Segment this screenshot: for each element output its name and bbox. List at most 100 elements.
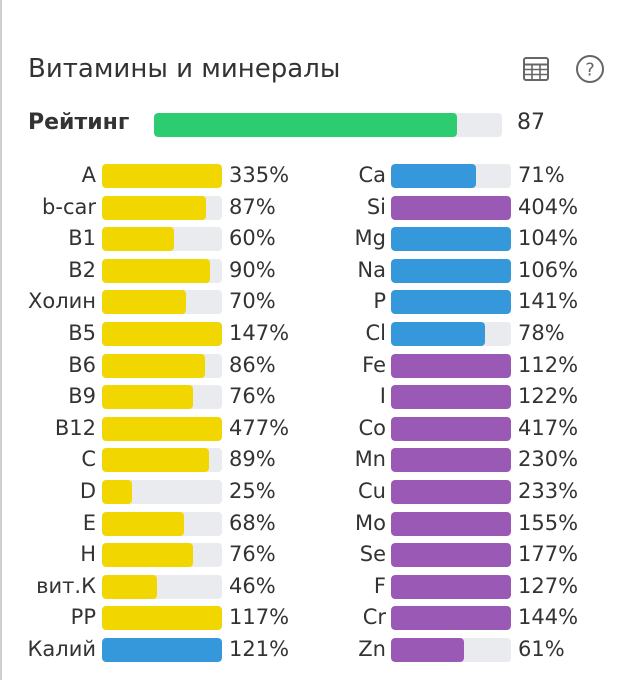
- rating-bar: [154, 113, 502, 137]
- nutrient-percent: 78%: [518, 321, 565, 345]
- nutrient-bar: [102, 258, 222, 283]
- nutrient-row: D 25%: [0, 478, 300, 506]
- nutrient-bar: [102, 480, 222, 504]
- nutrient-name: Fe: [362, 352, 386, 377]
- nutrient-percent: 76%: [229, 542, 276, 567]
- nutrient-bar: [391, 574, 511, 599]
- nutrient-bar: [102, 416, 222, 441]
- nutrient-row: B2 90%: [0, 257, 300, 285]
- nutrient-percent: 230%: [518, 447, 579, 472]
- nutrient-percent: 155%: [518, 510, 579, 535]
- nutrient-name: Zn: [358, 637, 386, 661]
- nutrient-bar-fill: [391, 416, 511, 441]
- nutrient-percent: 121%: [229, 637, 290, 661]
- nutrient-bar: [391, 258, 511, 283]
- rating-value: 87: [517, 110, 545, 135]
- nutrient-row: B6 86%: [0, 352, 300, 380]
- nutrient-name: E: [82, 510, 96, 535]
- nutrient-name: Na: [357, 257, 386, 282]
- nutrient-percent: 106%: [518, 257, 579, 282]
- nutrient-bar: [391, 606, 511, 631]
- nutrient-bar-fill: [391, 448, 511, 473]
- nutrient-row: Холин 70%: [0, 288, 300, 316]
- nutrient-bar: [391, 195, 511, 220]
- svg-text:?: ?: [585, 60, 595, 81]
- nutrient-bar: [102, 638, 222, 662]
- nutrient-percent: 122%: [518, 384, 579, 409]
- nutrient-bar-fill: [391, 543, 511, 568]
- nutrient-row: Mg 104%: [0, 225, 578, 253]
- nutrient-bar: [391, 543, 511, 568]
- nutrient-percent: 25%: [229, 479, 276, 503]
- nutrient-bar-fill: [102, 164, 222, 188]
- rating-label: Рейтинг: [28, 110, 130, 135]
- nutrient-row: Mn 230%: [0, 446, 578, 474]
- nutrient-name: F: [373, 573, 386, 598]
- nutrient-row: H 76%: [0, 541, 300, 569]
- nutrient-row: Co 417%: [0, 415, 578, 443]
- nutrient-bar: [391, 638, 511, 662]
- nutrient-bar-fill: [102, 543, 194, 568]
- nutrient-bar: [391, 322, 511, 346]
- nutrient-bar: [102, 511, 222, 536]
- nutrient-row: F 127%: [0, 573, 578, 601]
- nutrient-row: Se 177%: [0, 541, 578, 569]
- nutrient-bar: [102, 543, 222, 568]
- table-icon[interactable]: [519, 52, 553, 86]
- nutrient-bar-fill: [391, 195, 511, 220]
- nutrient-name: B12: [54, 415, 96, 440]
- nutrient-name: Cu: [358, 479, 386, 503]
- nutrient-name: Mg: [354, 226, 386, 251]
- nutrient-row: Na 106%: [0, 257, 578, 285]
- nutrient-name: B6: [68, 352, 96, 377]
- nutrient-bar-fill: [391, 511, 511, 536]
- nutrient-row: Cr 144%: [0, 604, 578, 632]
- nutrient-bar: [391, 227, 511, 252]
- nutrient-bar: [102, 606, 222, 631]
- nutrient-name: H: [80, 542, 96, 567]
- nutrient-bar-fill: [391, 164, 477, 188]
- nutrient-name: Калий: [27, 637, 97, 661]
- nutrient-row: I 122%: [0, 383, 578, 411]
- nutrient-bar: [391, 448, 511, 473]
- nutrient-row: E 68%: [0, 510, 300, 538]
- nutrient-row: Ca 71%: [0, 162, 565, 190]
- nutrient-name: Холин: [27, 289, 96, 314]
- nutrient-bar-fill: [102, 606, 222, 631]
- nutrient-bar-fill: [102, 385, 194, 410]
- nutrient-percent: 90%: [229, 257, 276, 282]
- nutrient-row: Si 404%: [0, 194, 578, 222]
- nutrient-percent: 71%: [518, 163, 565, 187]
- nutrient-bar: [102, 195, 222, 220]
- nutrient-name: I: [379, 384, 386, 409]
- nutrient-name: Cr: [362, 605, 386, 630]
- nutrient-name: B5: [68, 321, 96, 345]
- nutrient-name: Mo: [355, 510, 386, 535]
- nutrient-bar: [391, 480, 511, 504]
- nutrient-bar-fill: [102, 448, 209, 473]
- nutrient-row: PP 117%: [0, 604, 300, 632]
- nutrient-row: Fe 112%: [0, 352, 578, 380]
- nutrient-bar: [102, 322, 222, 346]
- nutrient-row: Mo 155%: [0, 510, 578, 538]
- nutrient-row: B1 60%: [0, 225, 300, 253]
- nutrient-row: вит.К 46%: [0, 573, 300, 601]
- nutrient-bar-fill: [102, 322, 222, 346]
- rating-row: Рейтинг 87: [28, 108, 608, 142]
- nutrient-name: A: [81, 163, 96, 187]
- question-circle-icon[interactable]: ?: [573, 52, 607, 86]
- nutrient-bar: [391, 290, 511, 315]
- nutrient-percent: 404%: [518, 194, 579, 219]
- nutrient-bar-fill: [391, 638, 465, 662]
- card-header: Витамины и минералы ?: [28, 50, 608, 90]
- nutrient-bar-fill: [102, 511, 184, 536]
- nutrient-name: Mn: [354, 447, 386, 472]
- nutrient-row: A 335%: [0, 162, 300, 190]
- nutrient-bar-fill: [102, 480, 132, 504]
- nutrient-row: b-car 87%: [0, 194, 300, 222]
- nutrient-bar-fill: [102, 574, 158, 599]
- nutrient-bar-fill: [102, 353, 206, 378]
- nutrient-percent: 68%: [229, 510, 276, 535]
- nutrient-bar: [391, 385, 511, 410]
- nutrient-name: B1: [68, 226, 96, 251]
